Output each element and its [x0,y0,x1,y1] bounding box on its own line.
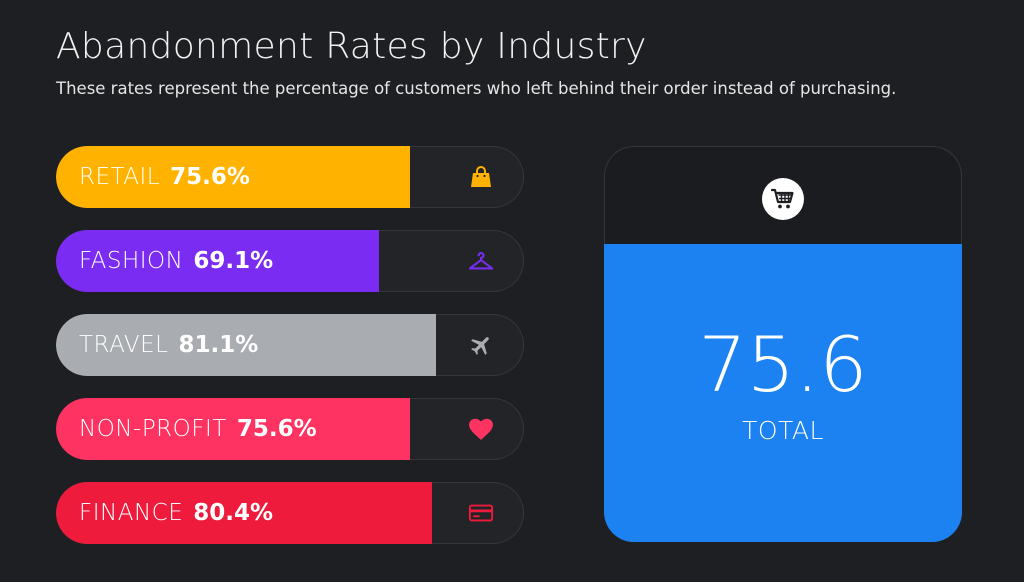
bar-value-label: 81.1% [178,332,259,358]
bar-label: FASHION [79,248,184,274]
shopping-bag-icon [468,165,494,189]
total-value: 75.6 [698,320,868,409]
chart-title: Abandonment Rates by Industry [56,26,647,67]
chart-subtitle: These rates represent the percentage of … [56,79,897,98]
total-card-header [604,146,962,244]
bar-label: TRAVEL [79,332,169,358]
total-panel: 75.6 TOTAL [604,244,962,542]
total-card: 75.6 TOTAL [604,146,962,542]
bar-text-fashion: FASHION 69.1% [79,230,273,292]
bar-text-finance: FINANCE 80.4% [79,482,273,544]
credit-card-icon [468,501,494,525]
bar-row-non-profit: NON-PROFIT 75.6% [56,398,524,460]
bar-row-retail: RETAIL 75.6% [56,146,524,208]
bar-row-fashion: FASHION 69.1% [56,230,524,292]
bar-value-label: 80.4% [193,500,274,526]
bar-label: NON-PROFIT [79,416,227,442]
bar-label: RETAIL [79,164,161,190]
bar-row-finance: FINANCE 80.4% [56,482,524,544]
bar-value-label: 75.6% [236,416,317,442]
bar-row-travel: TRAVEL 81.1% [56,314,524,376]
bar-label: FINANCE [79,500,184,526]
heart-icon [468,417,494,441]
bar-value-label: 69.1% [193,248,274,274]
bar-finance [56,482,432,544]
bar-non-profit [56,398,410,460]
hanger-icon [468,249,494,273]
bar-chart: RETAIL 75.6% FASHION 69.1% TRAVEL 81.1% NON-PR… [56,146,524,566]
bar-fashion [56,230,379,292]
bar-text-non-profit: NON-PROFIT 75.6% [79,398,317,460]
shopping-cart-icon [762,178,804,220]
bar-text-retail: RETAIL 75.6% [79,146,250,208]
airplane-icon [468,333,494,357]
bar-value-label: 75.6% [170,164,250,190]
total-label: TOTAL [742,416,824,445]
bar-text-travel: TRAVEL 81.1% [79,314,258,376]
bar-retail [56,146,410,208]
bar-travel [56,314,436,376]
